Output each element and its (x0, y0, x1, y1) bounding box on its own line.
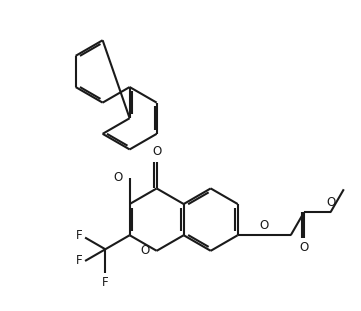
Text: F: F (76, 229, 82, 242)
Text: O: O (140, 244, 150, 257)
Text: O: O (299, 241, 309, 254)
Text: O: O (260, 219, 269, 232)
Text: O: O (152, 146, 161, 158)
Text: F: F (76, 254, 82, 267)
Text: O: O (326, 196, 335, 209)
Text: O: O (113, 171, 123, 184)
Text: F: F (102, 276, 109, 289)
